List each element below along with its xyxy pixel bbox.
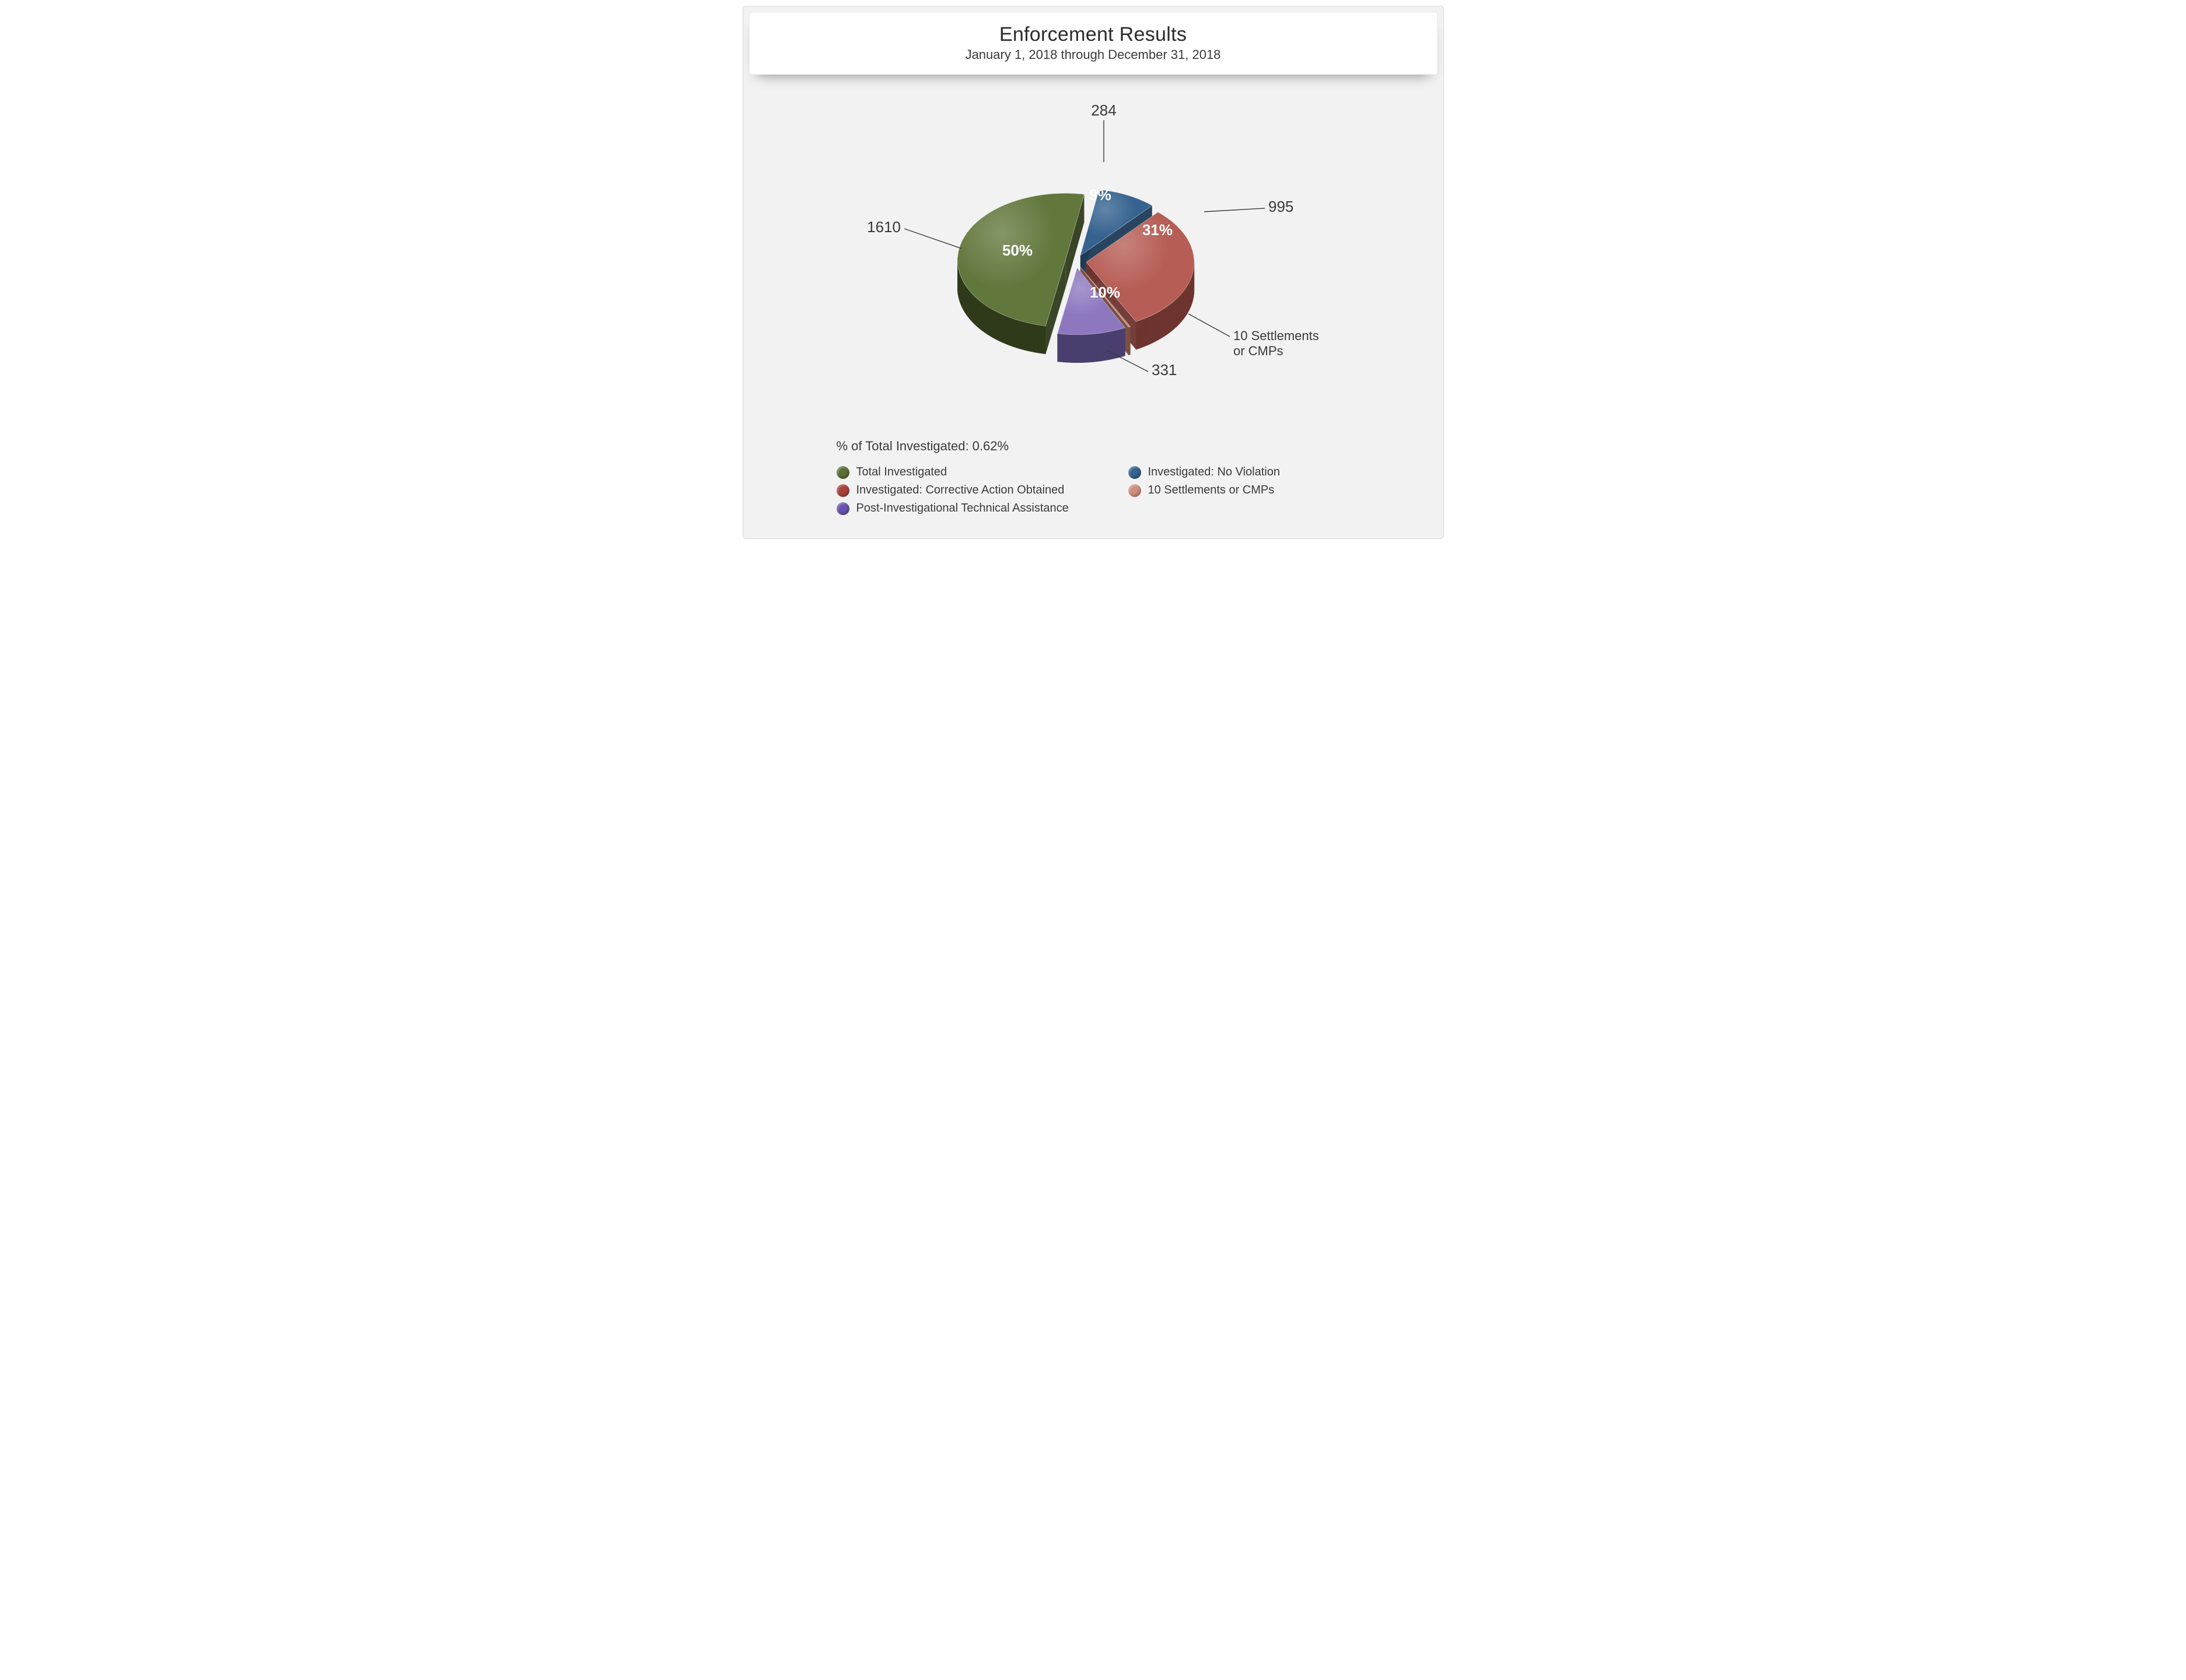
legend-item-no_violation: Investigated: No Violation <box>1128 466 1397 479</box>
callout-post_investigational: 331 <box>1152 361 1177 379</box>
legend-label-total_investigated: Total Investigated <box>856 466 947 479</box>
slice-percent-total_investigated: 50% <box>1002 242 1032 259</box>
legend-item-settlements: 10 Settlements or CMPs <box>1128 484 1397 497</box>
chart-legend: Total Investigated Investigated: No Viola… <box>837 466 1397 515</box>
slice-percent-no_violation: 9% <box>1089 186 1111 204</box>
callout-corrective_action: 995 <box>1268 198 1293 215</box>
legend-dot-post_investigational <box>837 502 849 515</box>
slice-percent-post_investigational: 10% <box>1089 284 1120 301</box>
slice-percent-corrective_action: 31% <box>1142 221 1172 239</box>
legend-label-no_violation: Investigated: No Violation <box>1148 466 1280 479</box>
chart-header: Enforcement Results January 1, 2018 thro… <box>749 12 1437 75</box>
legend-label-settlements: 10 Settlements or CMPs <box>1148 484 1275 497</box>
callout-total_investigated: 1610 <box>867 218 901 236</box>
legend-item-total_investigated: Total Investigated <box>837 466 1105 479</box>
legend-item-corrective_action: Investigated: Corrective Action Obtained <box>837 484 1105 497</box>
chart-card: Enforcement Results January 1, 2018 thro… <box>743 6 1444 539</box>
legend-item-post_investigational: Post-Investigational Technical Assistanc… <box>837 502 1105 515</box>
chart-title: Enforcement Results <box>756 23 1431 46</box>
chart-footnote: % of Total Investigated: 0.62% <box>837 439 1443 454</box>
legend-dot-settlements <box>1128 484 1141 497</box>
legend-dot-corrective_action <box>837 484 849 497</box>
legend-dot-total_investigated <box>837 466 849 479</box>
legend-label-post_investigational: Post-Investigational Technical Assistanc… <box>856 502 1069 515</box>
chart-subtitle: January 1, 2018 through December 31, 201… <box>756 47 1431 62</box>
callout-no_violation: 284 <box>1091 102 1116 119</box>
pie-svg: 50% 9% 31% 10% 1610 284 995 10 Settlementsor CM… <box>743 80 1443 430</box>
legend-dot-no_violation <box>1128 466 1141 479</box>
legend-label-corrective_action: Investigated: Corrective Action Obtained <box>856 484 1065 497</box>
pie-chart: 50% 9% 31% 10% 1610 284 995 10 Settlementsor CM… <box>743 80 1443 430</box>
callout-settlements: 10 Settlementsor CMPs <box>1233 328 1319 358</box>
